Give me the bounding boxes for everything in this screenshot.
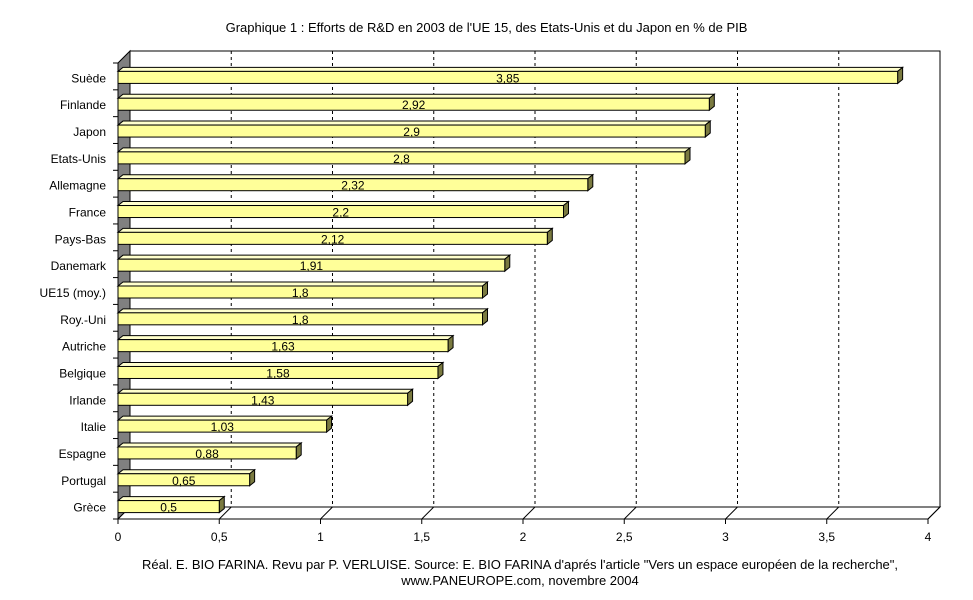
data-label: 2,9 [403,125,420,139]
bar [117,178,589,192]
x-tick-label: 1,5 [413,530,430,544]
data-label: 0,65 [172,474,196,488]
data-label: 0,5 [160,501,177,515]
bar [117,97,710,111]
data-label: 2,2 [332,206,349,220]
data-label: 1,8 [292,286,309,300]
data-label: 3,85 [496,71,520,85]
y-tick-label: Suède [71,71,106,85]
floor-gridline [421,506,435,520]
bar [117,285,483,299]
chart-title: Graphique 1 : Efforts de R&D en 2003 de … [225,20,748,35]
bar [117,258,506,272]
y-tick-label: Espagne [59,447,107,461]
floor-gridline [826,506,840,520]
bar [117,339,449,353]
x-tick-label: 2,5 [616,530,633,544]
data-label: 1,63 [271,340,295,354]
bar [117,312,483,326]
y-tick-label: Belgique [59,366,106,380]
y-tick-label: Allemagne [49,179,106,193]
y-tick-label: Roy.-Uni [60,313,106,327]
y-tick-label: Portugal [61,474,106,488]
floor-gridline [927,506,941,520]
bar [117,151,686,165]
y-tick-label: Japon [73,125,106,139]
x-tick-label: 1 [317,530,324,544]
y-tick-label: Italie [81,420,107,434]
bar [117,231,548,245]
data-label: 1,91 [300,259,324,273]
y-tick-label: France [69,206,107,220]
floor-gridline [218,506,232,520]
data-label: 2,92 [402,98,426,112]
x-tick-label: 3,5 [818,530,835,544]
data-label: 1,03 [211,420,235,434]
source-note-line2: www.PANEUROPE.com, novembre 2004 [401,573,639,588]
x-tick-label: 2 [520,530,527,544]
floor-gridline [623,506,637,520]
bar [117,365,439,379]
y-tick-label: Autriche [62,340,106,354]
x-tick-label: 0 [115,530,122,544]
bar [117,124,706,138]
data-label: 2,8 [393,152,410,166]
floor-gridline [725,506,738,520]
y-tick-label: Etats-Unis [51,152,106,166]
y-tick-label: Irlande [69,393,106,407]
data-label: 2,12 [321,232,345,246]
y-tick-label: Danemark [51,259,107,273]
floor-gridline [522,506,536,520]
source-note-line1: Réal. E. BIO FARINA. Revu par P. VERLUIS… [141,557,899,572]
bar [117,500,220,514]
y-tick-label: Pays-Bas [55,232,106,246]
bar [117,392,409,406]
data-label: 1,58 [266,366,290,380]
x-tick-label: 0,5 [211,530,228,544]
x-tick-label: 4 [925,530,932,544]
y-tick-label: UE15 (moy.) [40,286,106,300]
bar [117,446,297,460]
data-label: 1,43 [251,393,275,407]
y-tick-label: Grèce [73,501,106,515]
data-label: 1,8 [292,313,309,327]
data-label: 0,88 [195,447,219,461]
bar [117,205,564,219]
data-label: 2,32 [341,179,365,193]
y-tick-label: Finlande [60,98,106,112]
bar [117,419,328,433]
bar [117,473,251,487]
x-tick-label: 3 [722,530,729,544]
floor-gridline [320,506,333,520]
bar [117,70,899,84]
